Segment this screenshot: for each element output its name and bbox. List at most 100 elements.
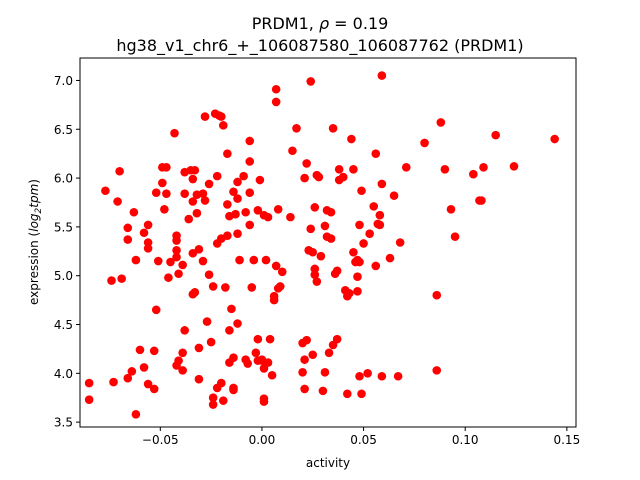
data-point-94 [231, 209, 240, 219]
data-point-188 [357, 389, 366, 399]
data-point-181 [353, 272, 362, 281]
data-point-26 [153, 256, 163, 266]
data-point-95 [233, 319, 242, 328]
data-point-14 [131, 410, 141, 419]
chart-title-line1: PRDM1, ρ = 0.19 [252, 14, 389, 33]
data-point-157 [318, 386, 328, 396]
data-point-84 [223, 149, 232, 158]
data-point-137 [292, 123, 301, 133]
data-point-1 [84, 395, 94, 404]
data-point-5 [115, 166, 124, 176]
data-point-70 [208, 393, 218, 403]
data-point-42 [178, 260, 187, 270]
data-point-155 [314, 172, 324, 182]
data-point-22 [149, 384, 159, 394]
data-point-85 [223, 200, 232, 209]
data-point-172 [338, 172, 348, 182]
data-point-134 [277, 267, 287, 277]
data-point-63 [200, 112, 210, 121]
data-point-129 [271, 261, 281, 271]
data-point-217 [491, 130, 501, 140]
data-point-83 [223, 231, 232, 240]
data-point-216 [479, 163, 488, 172]
data-point-174 [343, 389, 352, 399]
chart-title-line2: hg38_v1_chr6_+_106087580_106087762 (PRDM… [116, 36, 523, 56]
data-point-215 [477, 196, 486, 205]
data-point-54 [190, 287, 200, 297]
x-axis-label: activity [306, 456, 350, 470]
data-point-29 [160, 205, 169, 214]
data-point-213 [469, 169, 478, 179]
data-point-103 [243, 359, 252, 368]
data-point-140 [300, 173, 309, 183]
data-point-8 [123, 223, 133, 233]
data-point-196 [375, 210, 385, 220]
data-point-69 [208, 282, 218, 291]
y-tick-label-1: 4.0 [54, 367, 73, 381]
data-point-99 [235, 255, 244, 265]
data-point-147 [306, 224, 316, 234]
x-axis: −0.05 0.00 0.05 0.10 0.15 [142, 427, 580, 447]
data-point-87 [225, 326, 234, 335]
data-point-55 [190, 165, 200, 175]
data-point-219 [550, 134, 559, 144]
data-point-218 [509, 162, 519, 171]
data-point-207 [432, 290, 442, 300]
data-point-105 [245, 220, 255, 230]
data-point-208 [432, 366, 442, 375]
y-tick-label-2: 4.5 [54, 318, 73, 332]
data-point-50 [188, 174, 198, 184]
data-point-122 [263, 212, 273, 222]
data-point-51 [188, 197, 198, 206]
data-point-143 [302, 159, 311, 168]
data-point-80 [219, 121, 228, 130]
data-point-6 [113, 197, 122, 206]
data-point-58 [194, 245, 204, 254]
data-point-91 [229, 353, 238, 362]
data-point-209 [436, 118, 446, 127]
data-point-204 [395, 238, 405, 247]
data-point-162 [324, 348, 334, 358]
data-point-71 [208, 400, 218, 409]
y-tick-label-4: 5.5 [54, 220, 73, 234]
data-point-41 [174, 269, 183, 279]
y-tick-label-5: 6.0 [54, 172, 73, 186]
data-point-13 [131, 255, 141, 265]
data-point-159 [320, 368, 330, 377]
data-point-43 [178, 348, 187, 358]
data-point-104 [245, 136, 255, 146]
x-tick-label-1: 0.00 [249, 433, 276, 447]
data-point-170 [334, 164, 344, 174]
data-point-210 [440, 164, 450, 174]
data-point-16 [139, 228, 149, 238]
data-point-136 [288, 146, 297, 156]
data-point-197 [375, 220, 385, 230]
x-tick-label-4: 0.15 [553, 433, 580, 447]
data-point-3 [107, 276, 116, 285]
data-point-192 [369, 202, 379, 211]
data-point-38 [172, 252, 181, 262]
data-point-34 [170, 128, 179, 138]
data-point-205 [401, 163, 411, 172]
data-point-66 [202, 317, 212, 326]
data-point-15 [135, 345, 145, 355]
data-point-212 [450, 232, 460, 241]
data-point-73 [212, 171, 222, 181]
data-point-139 [298, 368, 307, 377]
y-axis-label: expression (log2tpm) [27, 179, 44, 305]
x-tick-label-0: −0.05 [142, 433, 179, 447]
data-point-176 [345, 288, 354, 298]
data-point-165 [328, 123, 338, 133]
data-point-107 [245, 188, 255, 198]
y-axis-label-tpm: tpm [27, 184, 41, 208]
data-point-184 [355, 257, 364, 267]
data-point-187 [357, 186, 366, 196]
data-point-59 [194, 343, 204, 353]
data-point-127 [269, 295, 279, 305]
data-point-0 [84, 378, 94, 388]
data-point-123 [263, 358, 273, 367]
y-tick-label-0: 3.5 [54, 416, 73, 430]
data-point-82 [221, 283, 230, 292]
data-point-149 [308, 350, 318, 360]
